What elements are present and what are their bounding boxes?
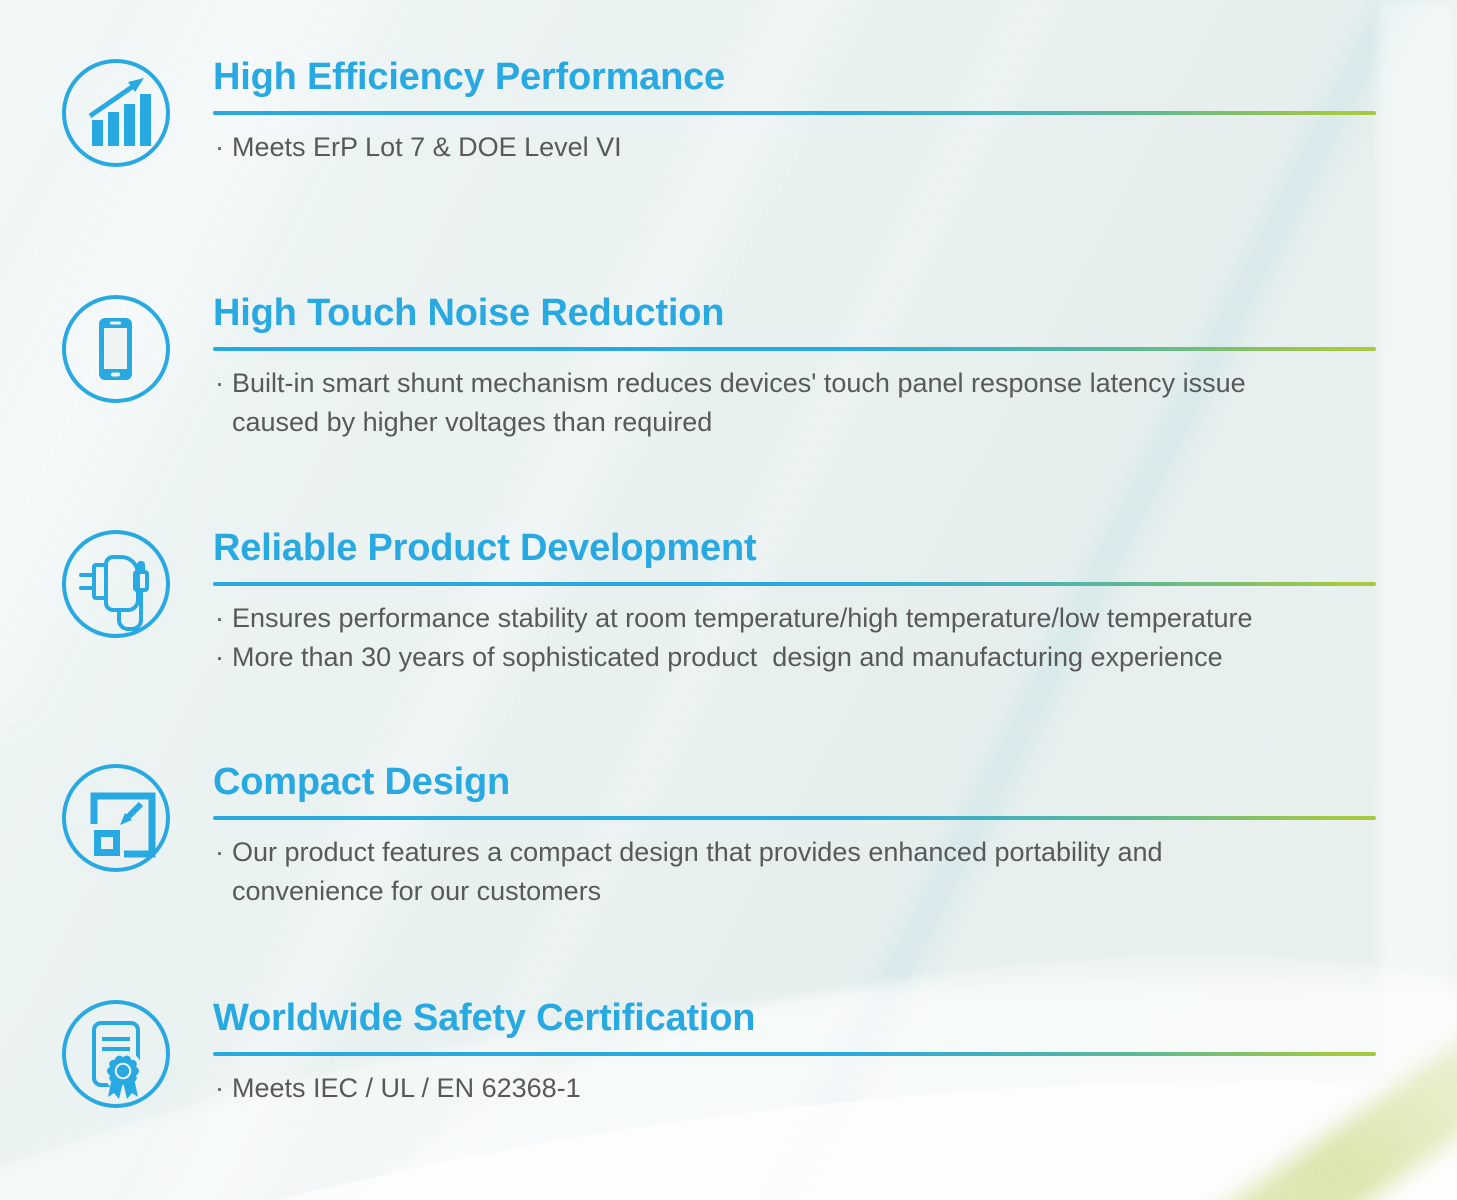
bullet-marker: ·	[215, 837, 224, 867]
accent-divider	[213, 347, 1376, 351]
bullet-text: Meets ErP Lot 7 & DOE Level VI	[232, 132, 622, 162]
feature-bullet: · Built-in smart shunt mechanism reduces…	[213, 364, 1400, 442]
bullet-text: Built-in smart shunt mechanism reduces d…	[232, 368, 1246, 437]
feature-section-reliable-development: Reliable Product Development · Ensures p…	[60, 528, 1400, 677]
accent-divider	[213, 1052, 1376, 1056]
bullet-marker: ·	[215, 642, 224, 672]
right-edge-highlight	[1379, 0, 1457, 1200]
feature-title: High Touch Noise Reduction	[213, 292, 725, 334]
certificate-award-icon	[60, 998, 172, 1110]
feature-section-safety-certification: Worldwide Safety Certification · Meets I…	[60, 998, 1400, 1108]
feature-title: High Efficiency Performance	[213, 56, 725, 98]
bullet-text: Ensures performance stability at room te…	[232, 603, 1253, 633]
compact-resize-icon	[60, 762, 172, 874]
bullet-marker: ·	[215, 1073, 224, 1103]
bullet-marker: ·	[215, 132, 224, 162]
feature-section-compact-design: Compact Design · Our product features a …	[60, 762, 1400, 911]
feature-title: Reliable Product Development	[213, 527, 757, 569]
bullet-marker: ·	[215, 368, 224, 398]
feature-bullet: · Ensures performance stability at room …	[213, 599, 1400, 638]
bullet-text: Our product features a compact design th…	[232, 837, 1163, 906]
power-adapter-icon	[60, 528, 172, 640]
feature-bullet: · More than 30 years of sophisticated pr…	[213, 638, 1400, 677]
feature-title: Worldwide Safety Certification	[213, 997, 756, 1039]
feature-section-high-efficiency: High Efficiency Performance · Meets ErP …	[60, 57, 1400, 167]
accent-divider	[213, 111, 1376, 115]
feature-section-touch-noise: High Touch Noise Reduction · Built-in sm…	[60, 293, 1400, 442]
bullet-text: More than 30 years of sophisticated prod…	[232, 642, 1223, 672]
feature-bullet: · Our product features a compact design …	[213, 833, 1400, 911]
bar-chart-growth-icon	[60, 57, 172, 169]
feature-bullet: · Meets ErP Lot 7 & DOE Level VI	[213, 128, 1400, 167]
accent-divider	[213, 582, 1376, 586]
smartphone-icon	[60, 293, 172, 405]
bullet-text: Meets IEC / UL / EN 62368-1	[232, 1073, 581, 1103]
bullet-marker: ·	[215, 603, 224, 633]
feature-title: Compact Design	[213, 761, 511, 803]
feature-bullet: · Meets IEC / UL / EN 62368-1	[213, 1069, 1400, 1108]
accent-divider	[213, 816, 1376, 820]
